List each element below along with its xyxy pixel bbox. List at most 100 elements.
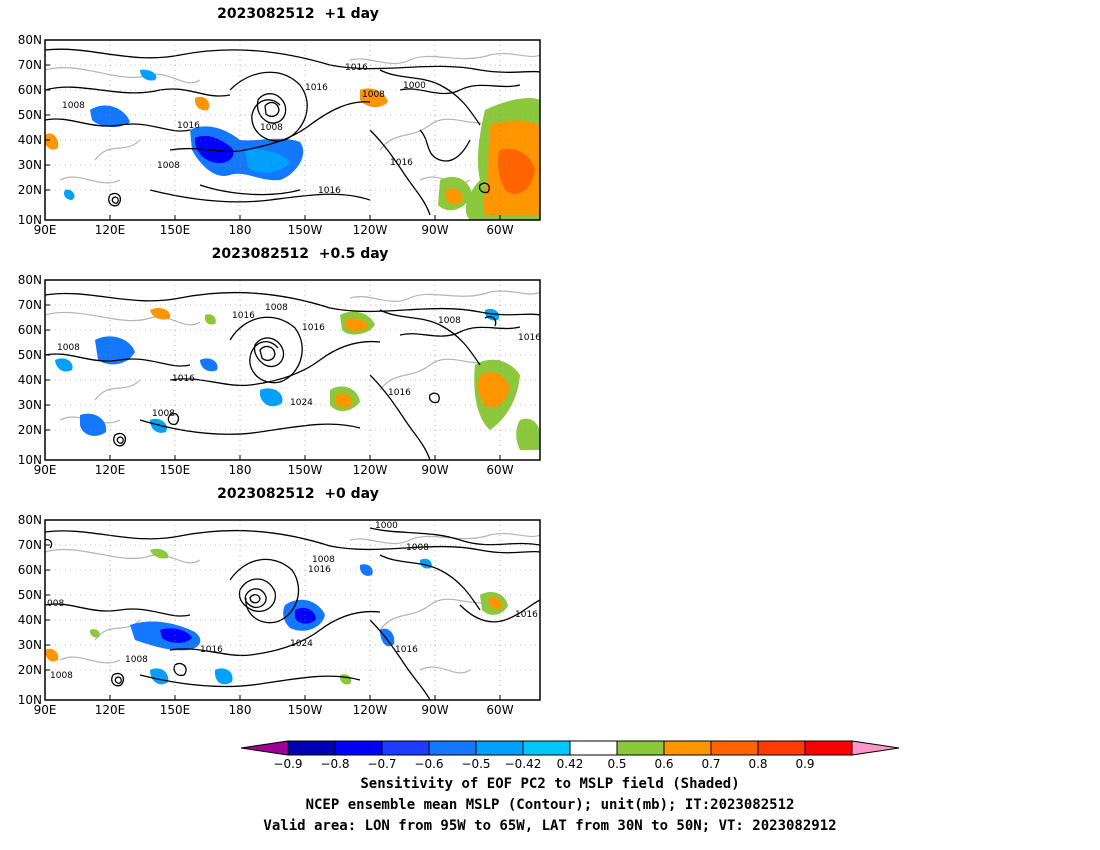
lon-label: 180 [229, 703, 252, 717]
contour-label: 1000 [403, 81, 426, 91]
lon-label: 150W [288, 223, 323, 237]
colorbar-swatch [522, 740, 571, 756]
colorbar-tick-label: 0.7 [701, 757, 720, 771]
lon-label: 60W [486, 223, 513, 237]
contour-label: 1008 [50, 671, 73, 681]
contour-label: 1008 [157, 161, 180, 171]
lon-label: 120W [353, 463, 388, 477]
colorbar-tick-label: −0.9 [273, 757, 302, 771]
colorbar-tick-label: 0.5 [607, 757, 626, 771]
lat-label: 30N [18, 398, 42, 412]
lat-label: 70N [18, 298, 42, 312]
lat-label: 80N [18, 513, 42, 527]
contour-label: 1008 [62, 101, 85, 111]
contour-label: 1008 [265, 303, 288, 313]
lon-label: 150E [160, 463, 191, 477]
panel-title-1: 2023082512 +1 day [217, 6, 379, 22]
colorbar-swatch [569, 740, 618, 756]
lat-label: 70N [18, 538, 42, 552]
colorbar-tick-label: 0.42 [557, 757, 584, 771]
lon-label: 60W [486, 703, 513, 717]
lat-label: 30N [18, 158, 42, 172]
lon-label: 90W [421, 703, 448, 717]
lon-label: 150W [288, 703, 323, 717]
contour-label: 1016 [232, 311, 255, 321]
lat-label: 50N [18, 348, 42, 362]
contour-label: 1016 [390, 158, 413, 168]
contour-label: 1008 [362, 90, 385, 100]
lon-label: 120W [353, 703, 388, 717]
colorbar-swatch [381, 740, 430, 756]
contour-label: 1008 [57, 343, 80, 353]
colorbar-swatch [475, 740, 524, 756]
panel-title-2: 2023082512 +0.5 day [211, 246, 389, 262]
lat-label: 50N [18, 108, 42, 122]
lon-label: 120E [95, 463, 126, 477]
contour-label: 1008 [260, 123, 283, 133]
contour-label: 1016 [345, 63, 368, 73]
colorbar: −0.9 −0.8 −0.7 −0.6 −0.5 −0.42 0.42 0.5 0.6 0.7 0.… [240, 740, 900, 771]
lon-label: 180 [229, 223, 252, 237]
lat-label: 60N [18, 563, 42, 577]
colorbar-tick-label: −0.42 [505, 757, 542, 771]
contour-label: 1008 [125, 655, 148, 665]
contour-label: 1016 [305, 83, 328, 93]
lon-label: 150E [160, 703, 191, 717]
contour-label: 1016 [200, 645, 223, 655]
lon-label: 90E [34, 703, 57, 717]
lat-label: 40N [18, 613, 42, 627]
contour-label: 1016 [177, 121, 200, 131]
map-panel-1: 1016 1016 1008 1000 1008 1016 1008 1016 … [18, 33, 541, 237]
lat-label: 10N [18, 693, 42, 707]
colorbar-tick-label: 0.9 [795, 757, 814, 771]
lat-label: 80N [18, 33, 42, 47]
contour-label: 1008 [152, 409, 175, 419]
lat-label: 40N [18, 373, 42, 387]
lon-label: 120W [353, 223, 388, 237]
contour-label: 1016 [302, 323, 325, 333]
colorbar-right-arrow [851, 740, 900, 756]
lon-label: 150W [288, 463, 323, 477]
lon-label: 120E [95, 703, 126, 717]
contour-label: 008 [47, 599, 64, 609]
contour-label: 1024 [290, 639, 313, 649]
lat-label: 10N [18, 453, 42, 467]
lat-label: 60N [18, 323, 42, 337]
contour-label: 1016 [515, 610, 538, 620]
lat-label: 50N [18, 588, 42, 602]
colorbar-left-arrow [240, 740, 289, 756]
panel-title-3: 2023082512 +0 day [217, 486, 379, 502]
caption-line-3: Valid area: LON from 95W to 65W, LAT fro… [263, 818, 837, 834]
contour-label: 1016 [518, 333, 541, 343]
lat-label: 40N [18, 133, 42, 147]
colorbar-swatch [616, 740, 665, 756]
contour-label: 1016 [172, 374, 195, 384]
contour-label: 1000 [375, 521, 398, 531]
map-panel-2: 1008 1016 1016 1008 1008 1016 1016 1008 … [18, 273, 541, 477]
colorbar-swatch [663, 740, 712, 756]
colorbar-swatch [710, 740, 759, 756]
contour-label: 1024 [290, 398, 313, 408]
colorbar-swatch [334, 740, 383, 756]
colorbar-tick-label: −0.7 [367, 757, 396, 771]
map-panel-3: 1000 1008 1008 1016 008 1016 1024 1016 1… [18, 513, 541, 717]
contour-label: 1016 [395, 645, 418, 655]
lat-label: 60N [18, 83, 42, 97]
caption-line-2: NCEP ensemble mean MSLP (Contour); unit(… [305, 797, 795, 813]
contour-label: 1008 [438, 316, 461, 326]
colorbar-swatch [804, 740, 853, 756]
colorbar-tick-label: 0.8 [748, 757, 767, 771]
lat-label: 70N [18, 58, 42, 72]
contour-label: 1008 [406, 543, 429, 553]
lon-label: 120E [95, 223, 126, 237]
lon-label: 180 [229, 463, 252, 477]
colorbar-tick-label: −0.6 [414, 757, 443, 771]
lon-label: 90W [421, 463, 448, 477]
lon-label: 90E [34, 223, 57, 237]
colorbar-tick-label: −0.5 [461, 757, 490, 771]
lon-label: 90W [421, 223, 448, 237]
lon-label: 90E [34, 463, 57, 477]
colorbar-swatch [287, 740, 336, 756]
colorbar-tick-label: −0.8 [320, 757, 349, 771]
lat-label: 20N [18, 663, 42, 677]
